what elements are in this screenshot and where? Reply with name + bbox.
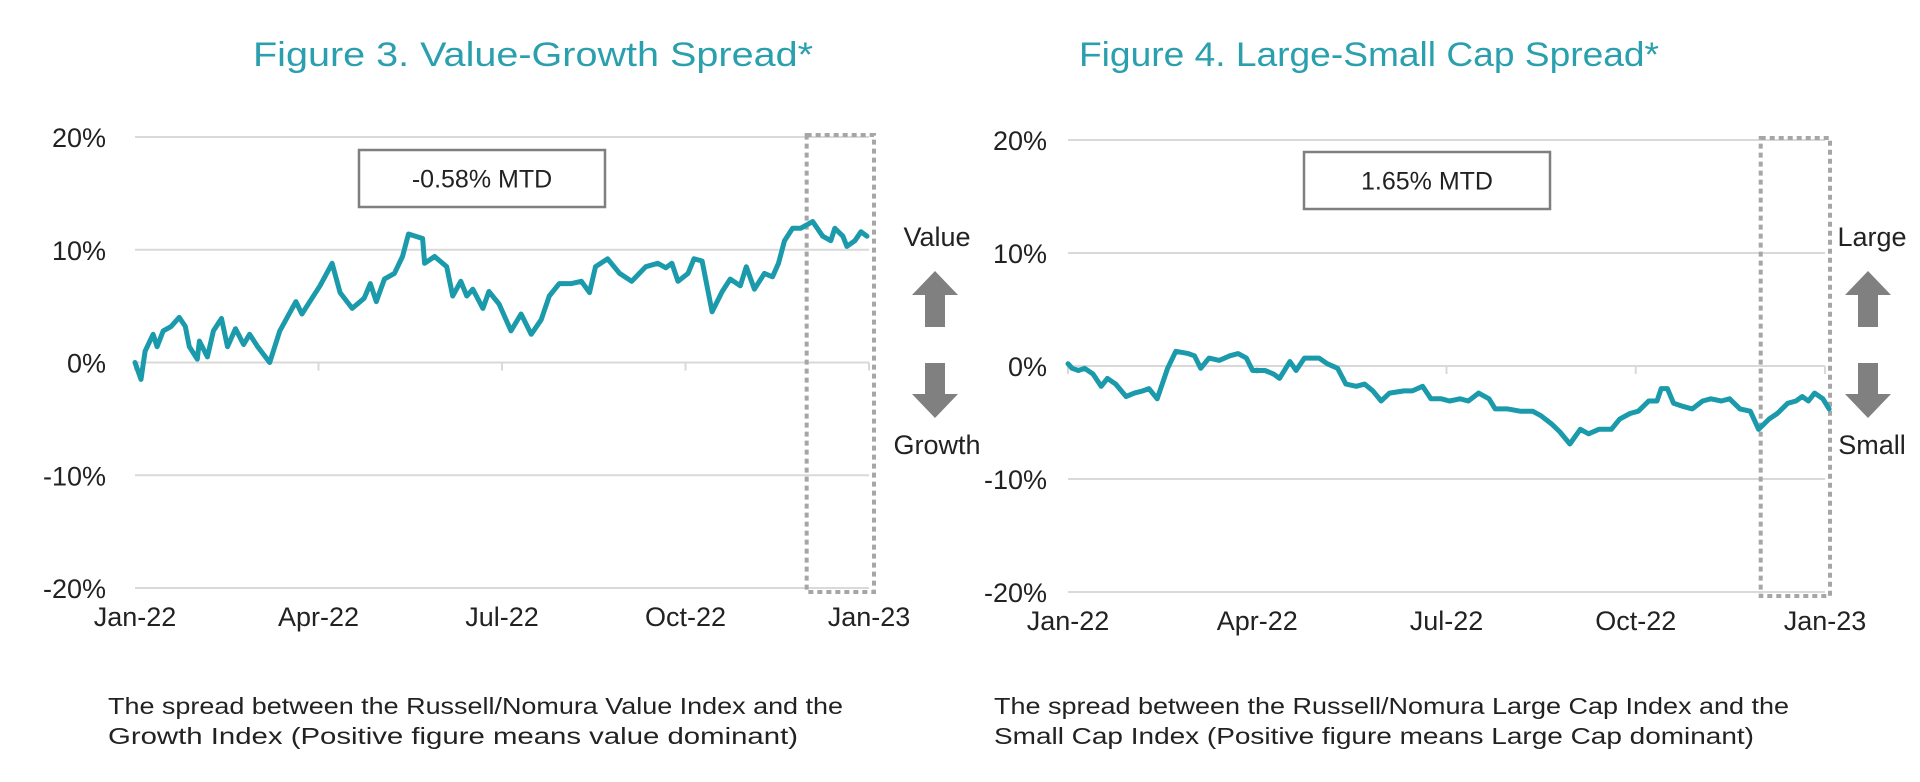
caption-line: The spread between the Russell/Nomura La… xyxy=(994,693,1789,719)
x-tick-label: Oct-22 xyxy=(1595,606,1676,636)
arrow-up-icon xyxy=(912,271,958,327)
highlight-box xyxy=(804,133,877,594)
x-tick-label: Jan-23 xyxy=(1784,606,1867,636)
chart-title: Figure 4. Large-Small Cap Spread* xyxy=(1079,36,1659,74)
x-tick-label: Oct-22 xyxy=(645,602,726,632)
x-tick-label: Apr-22 xyxy=(1217,606,1298,636)
chart-title: Figure 3. Value-Growth Spread* xyxy=(253,36,813,74)
y-tick-label: -10% xyxy=(43,461,106,491)
y-tick-label: 10% xyxy=(993,239,1047,269)
arrow-up-icon xyxy=(1845,271,1891,327)
x-tick-label: Jan-23 xyxy=(828,602,911,632)
series-line xyxy=(132,219,870,382)
mtd-annotation-box xyxy=(357,148,607,209)
x-tick-label: Jan-22 xyxy=(94,602,177,632)
y-tick-label: 20% xyxy=(52,123,106,153)
x-tick-label: Apr-22 xyxy=(278,602,359,632)
y-tick-label: 20% xyxy=(993,126,1047,156)
y-tick-label: 10% xyxy=(52,236,106,266)
down-direction-label: Small xyxy=(1838,430,1906,460)
y-tick-label: -10% xyxy=(984,465,1047,495)
caption-line: Growth Index (Positive figure means valu… xyxy=(108,723,798,749)
x-tick-label: Jan-22 xyxy=(1027,606,1110,636)
caption-line: Small Cap Index (Positive figure means L… xyxy=(994,723,1754,749)
caption-line: The spread between the Russell/Nomura Va… xyxy=(108,693,843,719)
mtd-annotation-box xyxy=(1302,150,1552,211)
x-tick-label: Jul-22 xyxy=(465,602,539,632)
y-tick-label: 0% xyxy=(67,349,106,379)
down-direction-label: Growth xyxy=(893,430,980,460)
arrow-down-icon xyxy=(912,363,958,418)
mtd-annotation-label: 1.65% MTD xyxy=(1361,168,1493,196)
y-tick-label: -20% xyxy=(984,578,1047,608)
highlight-box xyxy=(1758,136,1833,598)
arrow-down-icon xyxy=(1845,363,1891,418)
up-direction-label: Large xyxy=(1837,222,1906,252)
figure-4-large-small-chart: Figure 4. Large-Small Cap Spread* 20% 10% 0… xyxy=(984,36,1907,749)
x-tick-label: Jul-22 xyxy=(1410,606,1484,636)
y-tick-label: 0% xyxy=(1008,352,1047,382)
mtd-annotation-label: -0.58% MTD xyxy=(412,166,552,194)
up-direction-label: Value xyxy=(903,222,970,252)
y-tick-label: -20% xyxy=(43,574,106,604)
figure-3-value-growth-chart: Figure 3. Value-Growth Spread* 20% 10% 0% -1… xyxy=(43,36,981,749)
